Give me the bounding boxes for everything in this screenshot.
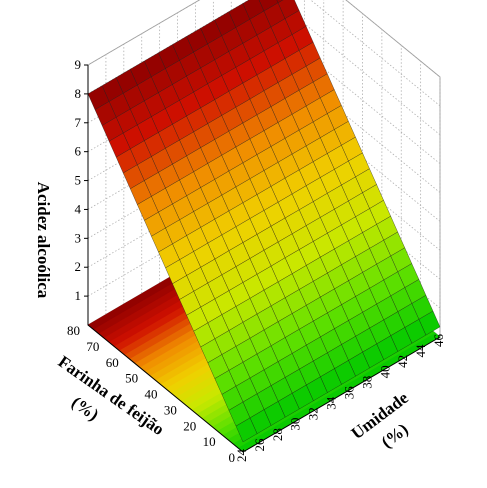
z-tick-label: 7 bbox=[75, 115, 82, 130]
x-tick-label: 26 bbox=[252, 438, 267, 452]
x-axis-line bbox=[242, 336, 441, 453]
z-tick-label: 9 bbox=[75, 57, 82, 72]
wall-grid-z-8 bbox=[87, 0, 441, 107]
x-tick-label: 28 bbox=[270, 428, 285, 441]
axes bbox=[84, 64, 441, 453]
x-tick-label: 36 bbox=[342, 386, 357, 400]
x-tick-label: 32 bbox=[306, 407, 321, 420]
x-tick-label: 44 bbox=[413, 344, 428, 358]
x-tick-label: 34 bbox=[324, 396, 339, 410]
z-tick-label: 2 bbox=[75, 259, 82, 274]
wall-grid-z-9 bbox=[87, 0, 441, 78]
y-tick-label: 50 bbox=[125, 371, 138, 386]
y-tick-label: 80 bbox=[67, 323, 80, 338]
y-tick-label: 40 bbox=[145, 387, 158, 402]
y-axis-line bbox=[87, 324, 244, 453]
y-tick-label: 0 bbox=[229, 450, 236, 465]
tick-labels: 1234567890102030405060708024262830323436… bbox=[67, 57, 446, 465]
y-axis-label-line2: (%) bbox=[68, 393, 102, 425]
x-tick-label: 30 bbox=[288, 418, 303, 431]
y-tick-label: 20 bbox=[183, 418, 196, 433]
z-axis-label: Acidez alcoólica bbox=[34, 182, 53, 299]
x-tick-label: 42 bbox=[395, 355, 410, 368]
z-tick-label: 8 bbox=[75, 86, 82, 101]
z-tick-label: 3 bbox=[75, 230, 82, 245]
x-tick-label: 38 bbox=[359, 376, 374, 389]
y-tick-label: 10 bbox=[203, 434, 216, 449]
y-tick-label: 30 bbox=[164, 402, 177, 417]
y-tick-label: 60 bbox=[106, 355, 119, 370]
surface-cell bbox=[235, 417, 258, 443]
x-tick-label: 46 bbox=[431, 334, 446, 348]
z-tick-label: 1 bbox=[75, 288, 82, 303]
z-tick-label: 5 bbox=[75, 173, 82, 188]
z-tick-label: 6 bbox=[75, 144, 82, 159]
x-tick-label: 40 bbox=[377, 365, 392, 378]
z-tick-label: 4 bbox=[75, 201, 82, 216]
x-tick-label: 24 bbox=[234, 449, 249, 463]
y-tick-label: 70 bbox=[86, 339, 99, 354]
surface-mesh bbox=[87, 0, 441, 443]
